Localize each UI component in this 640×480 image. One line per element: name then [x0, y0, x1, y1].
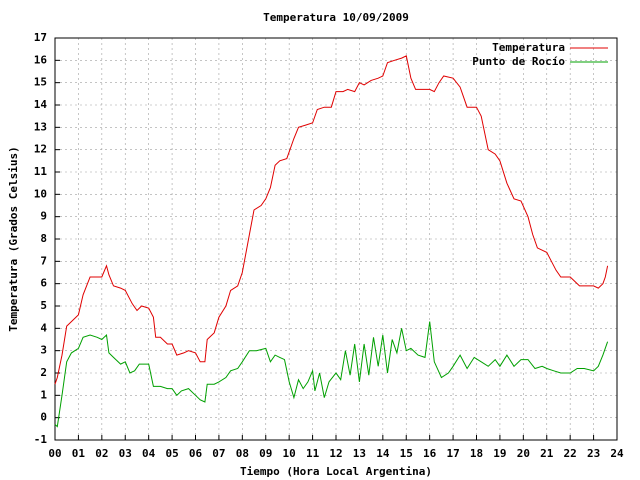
x-tick-label: 09	[259, 447, 272, 460]
x-tick-label: 24	[610, 447, 624, 460]
x-tick-label: 19	[493, 447, 506, 460]
y-tick-label: -1	[34, 433, 48, 446]
y-tick-label: 7	[40, 254, 47, 267]
x-tick-label: 10	[283, 447, 296, 460]
x-tick-label: 07	[212, 447, 225, 460]
x-tick-label: 21	[540, 447, 554, 460]
y-tick-label: 15	[34, 76, 47, 89]
x-tick-label: 00	[48, 447, 61, 460]
y-tick-label: 9	[40, 210, 47, 223]
y-tick-label: 17	[34, 31, 47, 44]
chart-title: Temperatura 10/09/2009	[263, 11, 409, 24]
y-tick-label: 12	[34, 143, 47, 156]
x-tick-label: 20	[517, 447, 530, 460]
y-tick-label: 0	[40, 411, 47, 424]
x-tick-label: 23	[587, 447, 600, 460]
y-tick-label: 8	[40, 232, 47, 245]
x-axis-label: Tiempo (Hora Local Argentina)	[240, 465, 432, 478]
x-tick-label: 22	[564, 447, 577, 460]
x-tick-label: 08	[236, 447, 249, 460]
y-tick-label: 10	[34, 187, 47, 200]
x-tick-label: 03	[119, 447, 132, 460]
x-tick-label: 18	[470, 447, 483, 460]
y-axis-label: Temperatura (Grados Celsius)	[7, 146, 20, 331]
y-tick-label: 3	[40, 344, 47, 357]
data-line	[54, 321, 609, 428]
y-tick-label: 4	[40, 321, 47, 334]
y-tick-label: 5	[40, 299, 47, 312]
x-tick-label: 05	[165, 447, 178, 460]
x-tick-label: 11	[306, 447, 320, 460]
y-tick-label: 1	[40, 388, 47, 401]
legend-label: Punto de Rocío	[472, 55, 565, 68]
y-tick-label: 16	[34, 53, 48, 66]
x-tick-label: 17	[446, 447, 459, 460]
y-tick-label: 11	[34, 165, 48, 178]
y-tick-label: 6	[40, 277, 47, 290]
x-tick-label: 12	[329, 447, 342, 460]
plot-frame	[54, 37, 618, 441]
data-line	[54, 55, 609, 385]
x-tick-label: 04	[142, 447, 156, 460]
x-tick-label: 06	[189, 447, 203, 460]
x-tick-label: 01	[72, 447, 86, 460]
y-tick-label: 13	[34, 120, 47, 133]
x-tick-label: 13	[353, 447, 366, 460]
x-tick-label: 02	[95, 447, 108, 460]
y-tick-label: 2	[40, 366, 47, 379]
legend-label: Temperatura	[492, 41, 565, 54]
x-tick-label: 15	[400, 447, 413, 460]
x-tick-label: 14	[376, 447, 390, 460]
y-tick-label: 14	[34, 98, 48, 111]
x-tick-label: 16	[423, 447, 437, 460]
